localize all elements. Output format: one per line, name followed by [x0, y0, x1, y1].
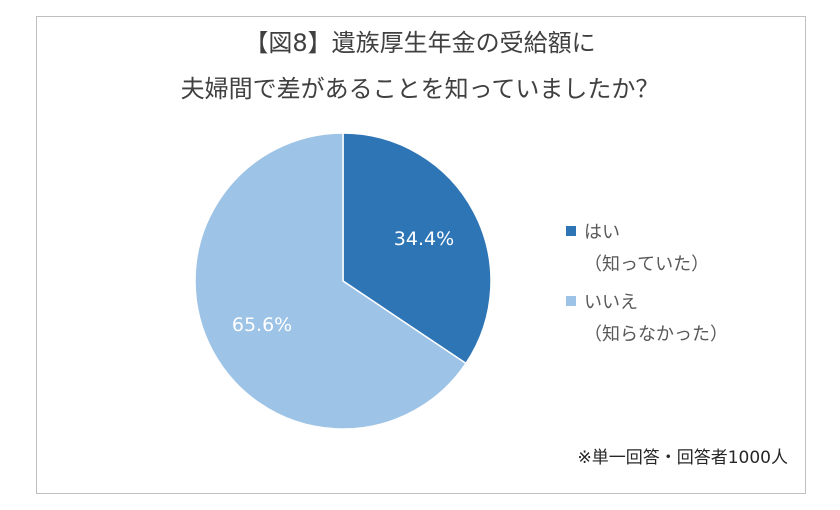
legend-item-no: いいえ （知らなかった）	[566, 288, 728, 348]
chart-title: 【図8】遺族厚生年金の受給額に 夫婦間で差があることを知っていましたか？	[0, 20, 840, 112]
legend-sublabel-yes: （知っていた）	[584, 254, 710, 275]
pie-slice-yes	[342, 132, 492, 365]
pie-slice-no	[194, 132, 467, 430]
legend-item-yes: はい （知っていた）	[566, 218, 728, 278]
legend-label-yes: はい	[584, 222, 620, 243]
legend-label-no: いいえ	[584, 292, 638, 313]
chart-title-line-2: 夫婦間で差があることを知っていましたか？	[180, 75, 660, 103]
data-label-no: 65.6%	[232, 314, 292, 336]
legend-swatch-yes	[566, 226, 576, 236]
legend: はい （知っていた） いいえ （知らなかった）	[566, 218, 728, 358]
data-label-yes: 34.4%	[394, 228, 454, 250]
legend-swatch-no	[566, 296, 576, 306]
legend-sublabel-no: （知らなかった）	[584, 324, 728, 345]
respondent-note: ※単一回答・回答者1000人	[577, 448, 788, 468]
chart-title-line-1: 【図8】遺族厚生年金の受給額に	[244, 29, 596, 57]
